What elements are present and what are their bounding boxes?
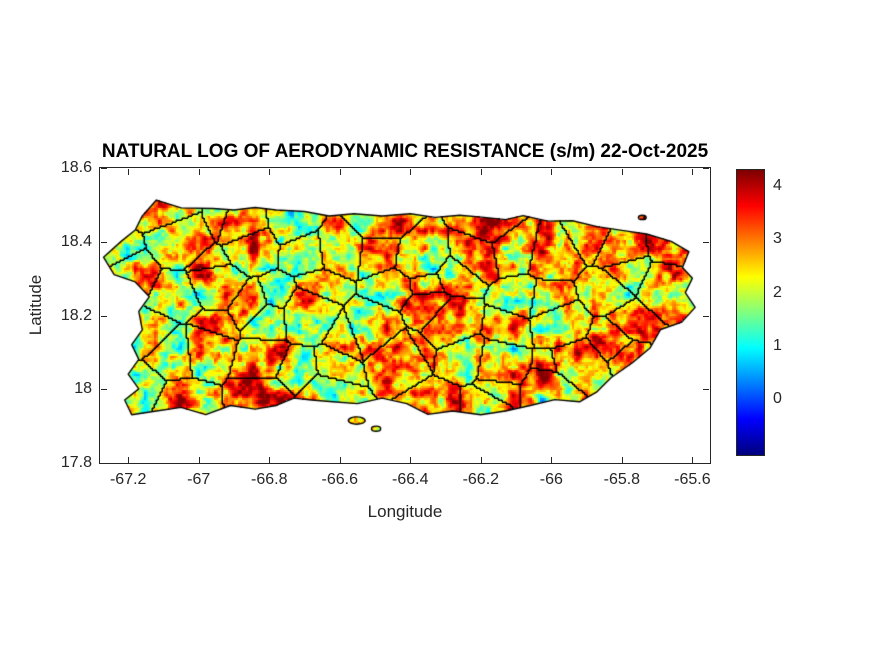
x-tick-mark xyxy=(551,457,553,463)
x-tick-mark xyxy=(339,457,341,463)
y-tick-mark xyxy=(101,168,107,169)
colorbar-tick-label: 1 xyxy=(773,336,782,354)
x-tick-mark xyxy=(621,457,623,463)
x-tick-mark xyxy=(410,169,412,175)
y-tick-label: 18.6 xyxy=(60,159,92,176)
colorbar-box xyxy=(736,169,765,456)
y-tick-label: 18.2 xyxy=(60,306,92,324)
y-tick-mark xyxy=(101,241,107,243)
x-tick-mark xyxy=(480,169,482,175)
y-tick-mark xyxy=(101,315,107,317)
puerto-rico-heatmap-canvas xyxy=(100,168,710,463)
x-tick-label: -65.6 xyxy=(674,471,711,488)
x-tick-mark xyxy=(692,457,694,463)
x-tick-mark xyxy=(692,169,694,175)
y-tick-mark xyxy=(101,463,107,464)
chart-title: NATURAL LOG OF AERODYNAMIC RESISTANCE (s… xyxy=(101,141,709,162)
y-tick-mark xyxy=(703,168,709,169)
x-tick-mark xyxy=(198,169,200,175)
x-tick-mark xyxy=(339,169,341,175)
x-tick-mark xyxy=(269,169,271,175)
x-tick-mark xyxy=(410,457,412,463)
x-tick-label: -66.6 xyxy=(321,471,358,488)
x-tick-label: -66 xyxy=(539,471,563,488)
y-tick-label: 17.8 xyxy=(60,454,92,471)
x-tick-label: -66.8 xyxy=(251,471,288,488)
x-axis-label: Longitude xyxy=(367,502,443,521)
y-tick-mark xyxy=(703,389,709,391)
plot-box xyxy=(99,167,711,464)
x-tick-mark xyxy=(480,457,482,463)
x-tick-mark xyxy=(621,169,623,175)
x-tick-mark xyxy=(128,169,130,175)
colorbar-tick-label: 2 xyxy=(773,283,782,301)
x-tick-mark xyxy=(128,457,130,463)
x-tick-mark xyxy=(198,457,200,463)
x-tick-label: -66.4 xyxy=(392,471,429,488)
colorbar-tick-label: 0 xyxy=(773,390,782,408)
colorbar-tick-label: 4 xyxy=(773,176,782,194)
y-tick-label: 18 xyxy=(74,380,92,398)
x-tick-label: -65.8 xyxy=(603,471,641,488)
x-tick-label: -66.2 xyxy=(462,471,500,488)
y-tick-mark xyxy=(703,463,709,464)
y-tick-mark xyxy=(703,315,709,317)
x-tick-label: -67.2 xyxy=(109,471,147,488)
y-tick-mark xyxy=(703,241,709,243)
y-tick-label: 18.4 xyxy=(60,232,92,250)
colorbar-tick-label: 3 xyxy=(773,230,782,248)
x-tick-label: -67 xyxy=(187,471,211,488)
y-tick-mark xyxy=(101,389,107,391)
y-axis-label: Latitude xyxy=(26,274,45,336)
x-tick-mark xyxy=(269,457,271,463)
colorbar-gradient xyxy=(737,170,764,455)
x-tick-mark xyxy=(551,169,553,175)
